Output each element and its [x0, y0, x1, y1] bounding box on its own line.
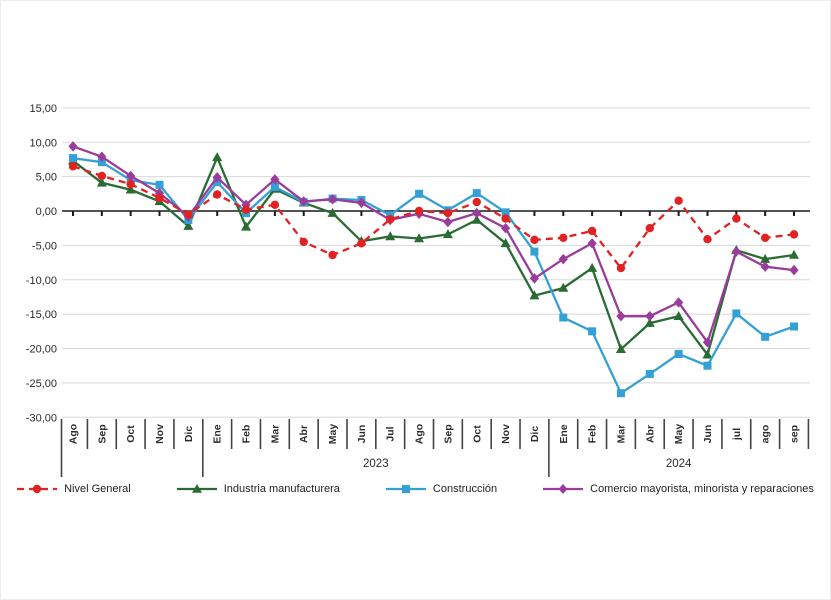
y-tick-label: -25,00	[26, 378, 57, 390]
month-label: ago	[760, 425, 772, 444]
legend-label: Industria manufacturera	[223, 483, 340, 495]
month-label: Nov	[154, 424, 166, 444]
y-tick-label: -30,00	[26, 412, 57, 424]
month-label: Jun	[356, 425, 368, 444]
month-label: Ago	[414, 424, 426, 444]
series-line-comercio-mayorista-minorista-y-reparaciones	[72, 145, 795, 344]
x-axis-labels: Ago Sep Oct Nov Dic Ene Feb Mar Abr May Jun Jul Ago S…	[60, 419, 810, 477]
series-comercio-mayorista-minorista-y-reparaciones	[68, 141, 799, 348]
month-label: Dic	[183, 426, 195, 443]
month-label: Oct	[125, 425, 137, 443]
year-label: 2024	[666, 458, 692, 470]
legend-item-comercio: Comercio mayorista, minorista y reparaci…	[543, 482, 814, 496]
month-label: Abr	[298, 425, 310, 443]
month-label: jul	[731, 428, 743, 441]
month-label: Feb	[241, 425, 253, 444]
month-label: May	[673, 424, 685, 445]
y-tick-label: -10,00	[26, 275, 57, 287]
legend-item-construccion: Construcción	[385, 482, 498, 496]
month-label: Abr	[644, 425, 656, 443]
month-label: Jul	[385, 426, 397, 441]
month-label: Jun	[702, 425, 714, 444]
month-label: Mar	[615, 425, 627, 444]
month-label: Feb	[587, 425, 599, 444]
y-tick-label: 10,00	[29, 137, 57, 149]
y-tick-label: 0,00	[36, 206, 57, 218]
month-label: Sep	[442, 424, 454, 443]
legend-item-industria-manufacturera: Industria manufacturera	[176, 482, 340, 496]
series-line-construcci-n	[72, 156, 795, 395]
line-diamond-marker-icon	[543, 484, 584, 494]
month-label: Mar	[269, 425, 281, 444]
month-label: Sep	[96, 424, 108, 443]
series-line-nivel-general	[72, 165, 795, 270]
month-label: Ago	[68, 424, 80, 444]
month-label: sep	[789, 425, 801, 443]
month-label: May	[327, 424, 339, 445]
y-tick-label: -15,00	[26, 309, 57, 321]
series-line-industria-manufacturera	[72, 156, 795, 356]
series-nivel-general	[68, 162, 799, 273]
series-industria-manufacturera	[68, 152, 799, 359]
month-label: Ene	[558, 424, 570, 443]
series-construcci-n	[69, 154, 798, 398]
gridlines	[62, 107, 810, 418]
legend-item-nivel-general: Nivel General	[17, 482, 131, 496]
month-label: Nov	[500, 424, 512, 444]
month-label: Oct	[471, 425, 483, 443]
legend-label: Nivel General	[64, 483, 131, 495]
year-label: 2023	[363, 458, 389, 470]
y-axis-tick-labels: 15,00 10,00 5,00 0,00 -5,00 -10,00 -15,00 -20,0…	[26, 103, 57, 424]
legend-label: Construcción	[432, 483, 498, 495]
y-tick-label: 5,00	[36, 172, 57, 184]
dashed-line-circle-marker-icon	[17, 484, 58, 494]
line-chart-canvas: 15,00 10,00 5,00 0,00 -5,00 -10,00 -15,00 -20,0…	[26, 103, 810, 477]
y-tick-label: 15,00	[29, 103, 57, 115]
month-label: Dic	[529, 426, 541, 443]
line-square-marker-icon	[385, 485, 426, 493]
line-triangle-marker-icon	[176, 484, 217, 493]
y-tick-label: -5,00	[32, 240, 57, 252]
chart-legend: Nivel General Industria manufacturera Co…	[0, 482, 831, 496]
y-tick-label: -20,00	[26, 344, 57, 356]
month-label: Ene	[212, 424, 224, 443]
legend-label: Comercio mayorista, minorista y reparaci…	[590, 483, 814, 495]
